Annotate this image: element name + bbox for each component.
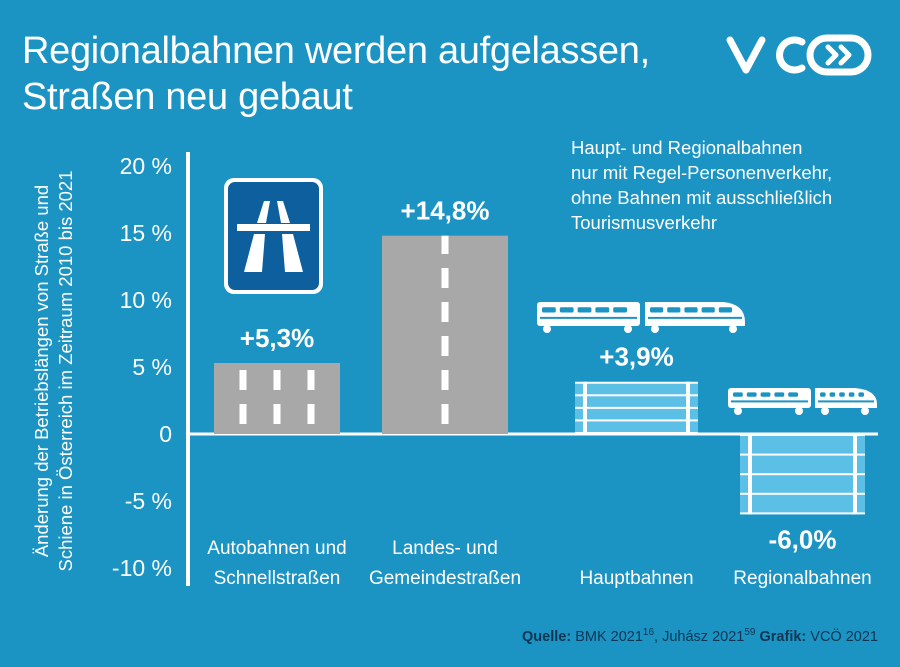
note-line-2: nur mit Regel-Personenverkehr,: [571, 162, 833, 183]
category-label: Regionalbahnen: [733, 568, 871, 589]
rail-track: [686, 381, 690, 434]
rail-stripe: [575, 421, 698, 432]
rail-track: [583, 381, 587, 434]
rail-track: [748, 434, 752, 515]
train-icon: [728, 388, 877, 415]
rail-stripe: [740, 455, 865, 474]
chart-note: Haupt- und Regionalbahnen nur mit Regel-…: [571, 135, 832, 235]
data-label: +5,3%: [240, 323, 314, 353]
y-tick-label: 10 %: [120, 287, 172, 313]
lane-marking: [307, 404, 315, 424]
source-label: Quelle:: [522, 628, 572, 645]
graphic-label: Grafik:: [759, 628, 807, 645]
graphic-credit: VCÖ 2021: [810, 628, 878, 645]
lane-marking: [239, 404, 247, 424]
lane-marking: [441, 370, 449, 390]
title-line-1: Regionalbahnen werden aufgelassen,: [22, 30, 650, 72]
lane-marking: [273, 404, 281, 424]
lane-marking: [441, 404, 449, 424]
data-label: -6,0%: [769, 524, 837, 554]
source-1-ref: 16: [642, 627, 655, 638]
lane-marking: [307, 370, 315, 390]
y-tick-label: 0: [159, 421, 172, 447]
vcoe-logo: [726, 34, 872, 76]
lane-marking: [441, 268, 449, 288]
note-line-3: ohne Bahnen mit ausschließlich: [571, 187, 833, 208]
rail-stripe: [575, 383, 698, 395]
lane-marking: [239, 370, 247, 390]
source-footer: Quelle: BMK 202116, Juhász 202159 Grafik…: [522, 627, 878, 645]
y-tick-label: 5 %: [132, 354, 172, 380]
y-tick-label: -5 %: [125, 488, 172, 514]
motorway-sign-icon: [224, 178, 323, 294]
category-label: Gemeindestraßen: [369, 568, 521, 589]
data-label: +14,8%: [401, 196, 490, 226]
category-label: Landes- und: [392, 538, 498, 559]
rail-stripe: [575, 408, 698, 420]
source-2-ref: 59: [744, 627, 756, 638]
y-tick-label: -10 %: [112, 555, 172, 581]
train-icon: [537, 302, 745, 333]
y-tick-label: 20 %: [120, 153, 172, 179]
category-label: Schnellstraßen: [214, 568, 341, 589]
data-label: +3,9%: [599, 342, 673, 372]
y-tick-label: 15 %: [120, 220, 172, 246]
lane-marking: [441, 336, 449, 356]
source-2: , Juhász 2021: [654, 628, 745, 645]
rail-stripe: [740, 436, 865, 454]
lane-marking: [441, 302, 449, 322]
lane-marking: [441, 235, 449, 254]
rail-stripe: [740, 494, 865, 513]
note-line-4: Tourismusverkehr: [571, 212, 717, 233]
page-title: Regionalbahnen werden aufgelassen, Straß…: [22, 28, 650, 120]
source-1: BMK 2021: [575, 628, 643, 645]
rail-track: [853, 434, 857, 515]
rail-stripe: [575, 396, 698, 407]
note-line-1: Haupt- und Regionalbahnen: [571, 137, 803, 158]
rail-stripe: [740, 475, 865, 493]
lane-marking: [273, 370, 281, 390]
category-label: Autobahnen und: [207, 538, 346, 559]
title-line-2: Straßen neu gebaut: [22, 76, 353, 118]
category-label: Hauptbahnen: [579, 568, 693, 589]
